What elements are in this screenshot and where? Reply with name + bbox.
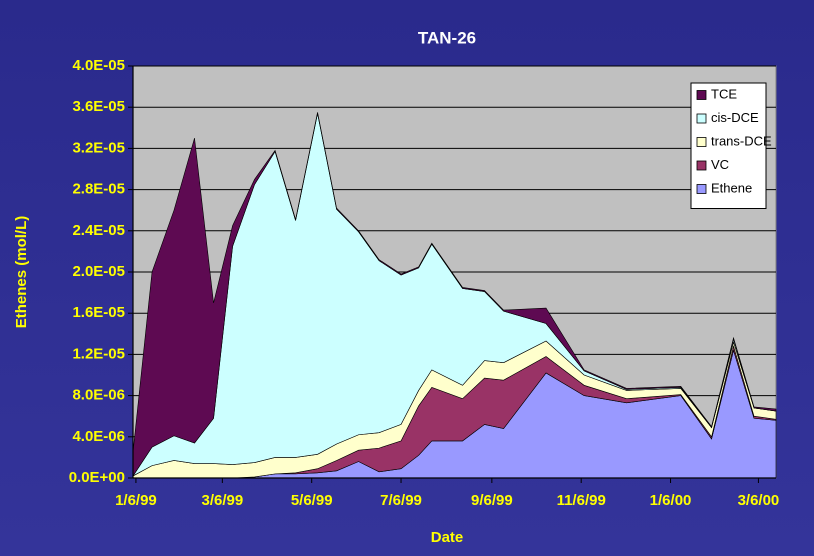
- x-axis-title: Date: [431, 529, 464, 546]
- x-tick-label: 1/6/99: [115, 492, 157, 509]
- legend-label: cis-DCE: [711, 110, 759, 125]
- y-tick-label: 2.8E-05: [72, 181, 125, 198]
- legend-label: TCE: [711, 86, 737, 101]
- x-tick-label: 3/6/99: [201, 492, 243, 509]
- marks: [132, 65, 777, 479]
- x-tick-label: 9/6/99: [471, 492, 513, 509]
- legend-swatch: [696, 137, 707, 147]
- legend-label: VC: [711, 157, 729, 172]
- x-tick-label: 7/6/99: [380, 492, 422, 509]
- y-tick-label: 1.2E-05: [72, 345, 125, 362]
- x-tick-label: 3/6/00: [738, 492, 780, 509]
- legend-swatch: [696, 160, 707, 171]
- y-axis-title: Ethenes (mol/L): [13, 216, 30, 329]
- legend-swatch: [696, 113, 707, 124]
- legend-label: trans-DCE: [711, 133, 772, 148]
- legend: TCE cis-DCE trans-DCE VC Ethene: [690, 82, 772, 209]
- y-tick-label: 3.6E-05: [72, 98, 125, 115]
- y-tick-label: 2.4E-05: [72, 222, 125, 239]
- y-tick-label: 3.2E-05: [72, 139, 125, 156]
- area: [132, 112, 777, 477]
- legend-swatch: [696, 90, 707, 100]
- y-tick-label: 2.0E-05: [72, 263, 125, 280]
- legend-label: Ethene: [711, 180, 752, 195]
- y-tick-label: 0.0E+00: [69, 469, 125, 486]
- y-tick-label: 4.0E-06: [72, 428, 125, 445]
- x-tick-label: 5/6/99: [291, 492, 333, 509]
- chart-title: TAN-26: [418, 28, 476, 47]
- y-tick-label: 4.0E-05: [72, 57, 125, 74]
- y-tick-label: 1.6E-05: [72, 304, 125, 321]
- x-tick-label: 11/6/99: [557, 492, 606, 509]
- legend-swatch: [696, 184, 707, 194]
- y-tick-label: 8.0E-06: [72, 387, 125, 404]
- x-tick-label: 1/6/00: [650, 492, 692, 509]
